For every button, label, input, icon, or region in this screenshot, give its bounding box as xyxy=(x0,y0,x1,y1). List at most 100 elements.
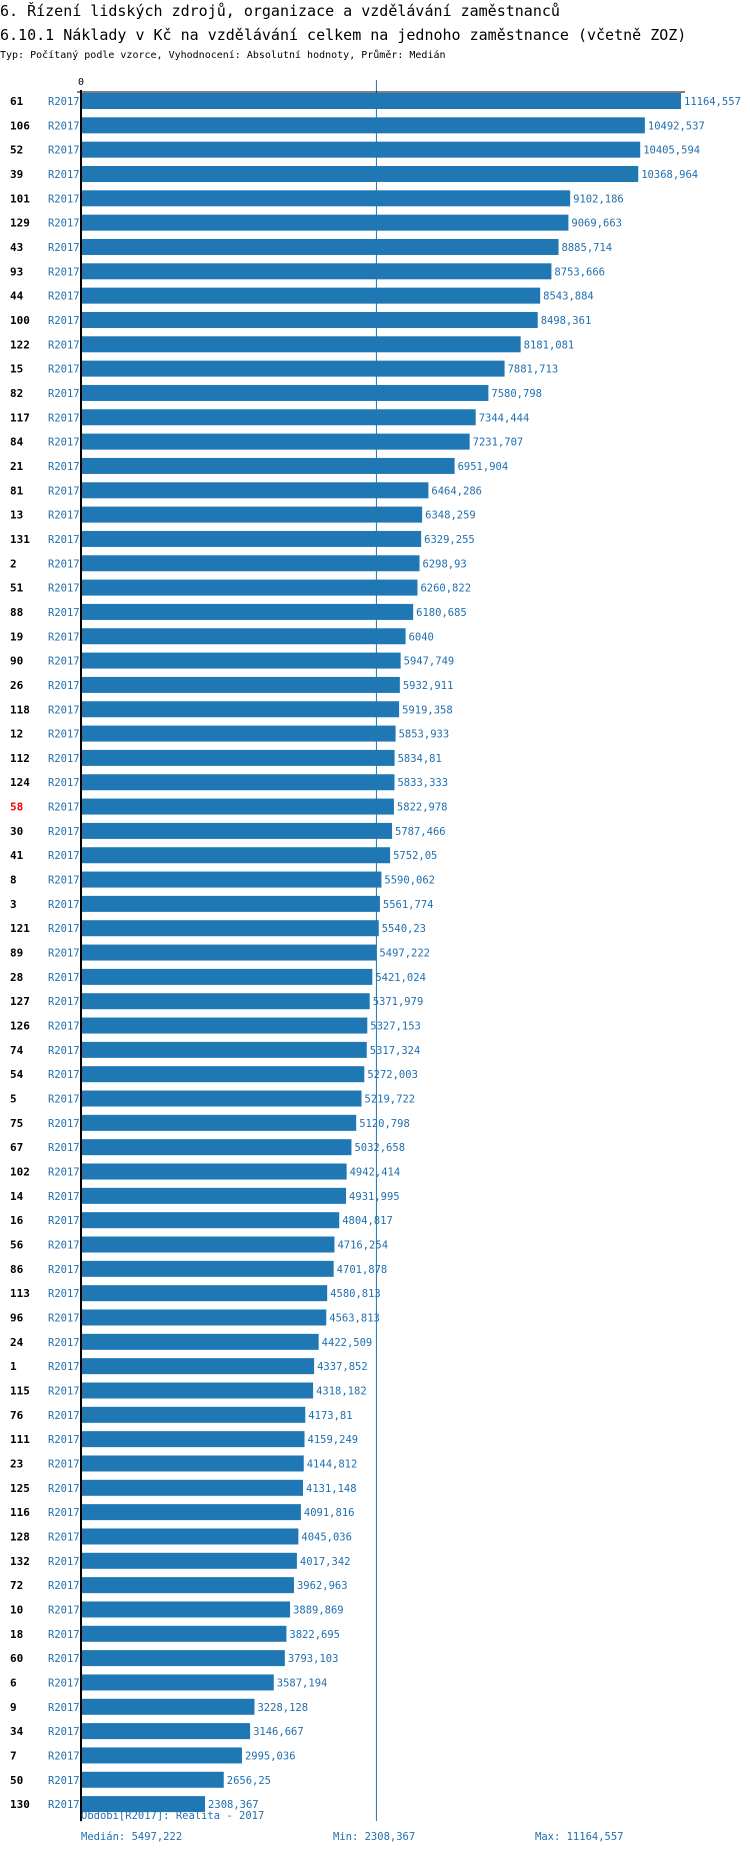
value-label: 5421,024 xyxy=(375,972,426,984)
series-label: R2017 xyxy=(48,704,80,716)
value-label: 5272,003 xyxy=(367,1069,418,1081)
value-label: 6180,685 xyxy=(416,607,467,619)
category-label: 14 xyxy=(10,1190,24,1203)
value-label: 4144,812 xyxy=(307,1458,358,1470)
value-label: 5371,979 xyxy=(373,996,424,1008)
series-label: R2017 xyxy=(48,1799,80,1811)
series-label: R2017 xyxy=(48,850,80,862)
page-title: 6. Řízení lidských zdrojů, organizace a … xyxy=(0,2,560,20)
category-label: 125 xyxy=(10,1482,30,1495)
series-label: R2017 xyxy=(48,1094,80,1106)
series-label: R2017 xyxy=(48,631,80,643)
series-label: R2017 xyxy=(48,291,80,303)
bar xyxy=(81,530,422,547)
category-label: 9 xyxy=(10,1701,17,1714)
category-label: 61 xyxy=(10,95,24,108)
bar xyxy=(81,1236,335,1253)
series-label: R2017 xyxy=(48,1629,80,1641)
series-label: R2017 xyxy=(48,899,80,911)
value-label: 8885,714 xyxy=(562,242,613,254)
series-label: R2017 xyxy=(48,1045,80,1057)
category-label: 50 xyxy=(10,1774,23,1787)
category-label: 132 xyxy=(10,1555,30,1568)
bar xyxy=(81,701,400,718)
category-label: 130 xyxy=(10,1798,30,1811)
value-label: 9102,186 xyxy=(573,193,624,205)
category-label: 5 xyxy=(10,1093,17,1106)
bar xyxy=(81,1358,315,1375)
category-label: 72 xyxy=(10,1579,23,1592)
category-label: 115 xyxy=(10,1384,30,1397)
category-label: 101 xyxy=(10,192,30,205)
bar xyxy=(81,1187,347,1204)
series-label: R2017 xyxy=(48,558,80,570)
series-label: R2017 xyxy=(48,266,80,278)
bar xyxy=(81,1528,299,1545)
value-label: 3146,667 xyxy=(253,1726,304,1738)
series-label: R2017 xyxy=(48,1483,80,1495)
series-label: R2017 xyxy=(48,437,80,449)
footer-median: Medián: 5497,222 xyxy=(81,1831,183,1843)
value-label: 4017,342 xyxy=(300,1556,351,1568)
series-label: R2017 xyxy=(48,1069,80,1081)
category-label: 21 xyxy=(10,460,24,473)
value-label: 4337,852 xyxy=(317,1361,368,1373)
series-label: R2017 xyxy=(48,1264,80,1276)
bar xyxy=(81,1577,294,1594)
category-label: 7 xyxy=(10,1749,17,1762)
category-label: 24 xyxy=(10,1336,24,1349)
value-label: 9069,663 xyxy=(571,218,622,230)
value-label: 6260,822 xyxy=(420,583,471,595)
bar xyxy=(81,165,639,182)
category-label: 39 xyxy=(10,168,23,181)
bar xyxy=(81,652,401,669)
bar xyxy=(81,798,394,815)
series-label: R2017 xyxy=(48,1677,80,1689)
category-label: 28 xyxy=(10,971,23,984)
series-label: R2017 xyxy=(48,1240,80,1252)
series-label: R2017 xyxy=(48,193,80,205)
category-label: 74 xyxy=(10,1044,24,1057)
category-label: 106 xyxy=(10,119,30,132)
bar xyxy=(81,555,420,572)
category-label: 88 xyxy=(10,606,23,619)
category-label: 10 xyxy=(10,1603,23,1616)
bar xyxy=(81,311,538,328)
value-label: 4701,878 xyxy=(337,1264,388,1276)
series-label: R2017 xyxy=(48,802,80,814)
bar xyxy=(81,384,489,401)
category-label: 129 xyxy=(10,217,30,230)
category-label: 96 xyxy=(10,1312,24,1325)
series-label: R2017 xyxy=(48,875,80,887)
value-label: 5561,774 xyxy=(383,899,434,911)
category-label: 51 xyxy=(10,582,24,595)
category-label: 44 xyxy=(10,290,24,303)
value-label: 3228,128 xyxy=(257,1702,308,1714)
series-label: R2017 xyxy=(48,1726,80,1738)
bar xyxy=(81,1771,224,1788)
bar xyxy=(81,1552,297,1569)
bar xyxy=(81,457,455,474)
bar xyxy=(81,1479,304,1496)
value-label: 4580,813 xyxy=(330,1288,381,1300)
category-label: 131 xyxy=(10,533,30,546)
value-label: 5327,153 xyxy=(370,1021,421,1033)
bar xyxy=(81,1090,362,1107)
value-label: 5833,333 xyxy=(397,777,448,789)
value-label: 4931,995 xyxy=(349,1191,400,1203)
category-label: 124 xyxy=(10,776,30,789)
value-label: 4318,182 xyxy=(316,1385,367,1397)
bar xyxy=(81,920,379,937)
series-label: R2017 xyxy=(48,680,80,692)
value-label: 5853,933 xyxy=(399,729,450,741)
series-label: R2017 xyxy=(48,1021,80,1033)
bar xyxy=(81,1066,365,1083)
value-label: 4091,816 xyxy=(304,1507,355,1519)
bar xyxy=(81,1747,242,1764)
category-label: 60 xyxy=(10,1652,23,1665)
category-label: 6 xyxy=(10,1676,17,1689)
value-label: 5590,062 xyxy=(384,875,435,887)
category-label: 26 xyxy=(10,679,24,692)
series-label: R2017 xyxy=(48,777,80,789)
